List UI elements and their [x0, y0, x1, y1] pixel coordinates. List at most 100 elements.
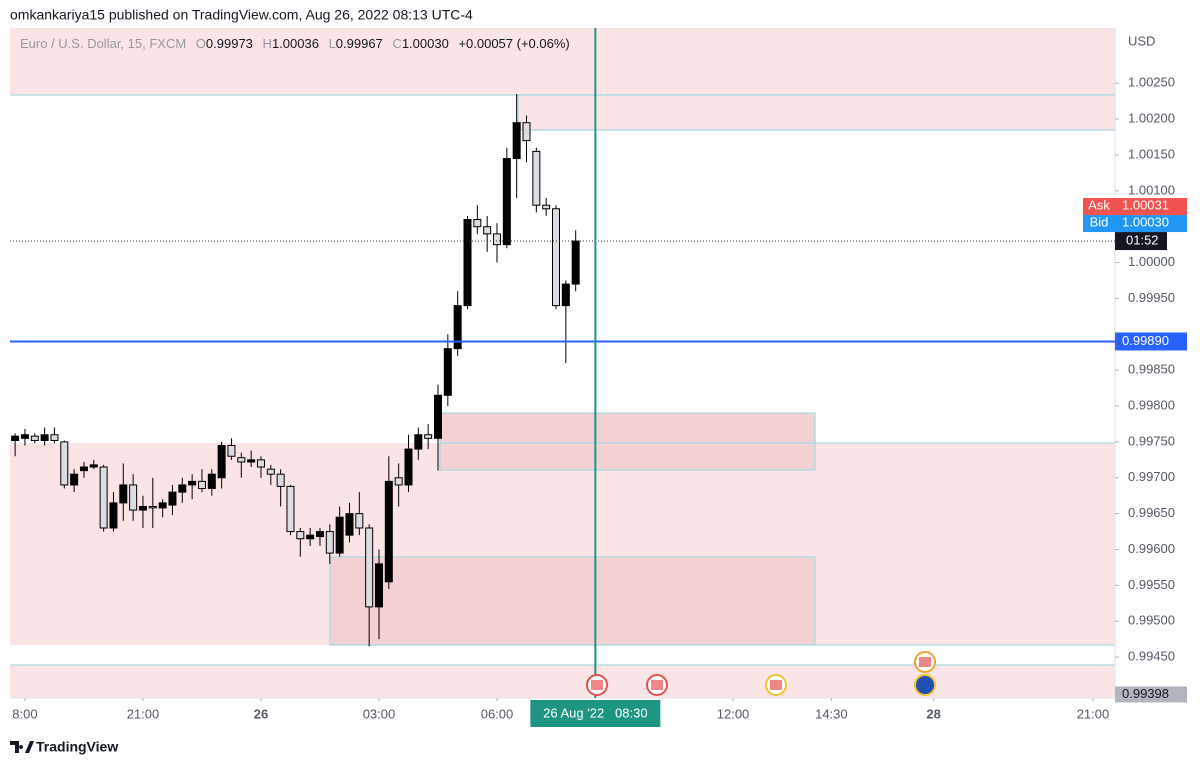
low-marker-box — [1115, 686, 1187, 703]
candle-body — [79, 466, 88, 472]
candle-body — [119, 484, 128, 504]
countdown-box — [1115, 232, 1167, 251]
x-tick-label: 21:00 — [127, 706, 160, 721]
ask-price-box — [1115, 198, 1187, 216]
candle-body — [11, 435, 20, 441]
candle-body — [276, 473, 285, 487]
candle-body — [453, 305, 462, 350]
x-tick-label: 14:30 — [815, 706, 848, 721]
candle-body — [414, 434, 423, 450]
candle-body — [237, 457, 246, 463]
x-tick-label: 21:00 — [1077, 706, 1110, 721]
y-tick-label: 0.99450 — [1128, 649, 1175, 664]
candle-body — [227, 444, 236, 457]
candle-body — [424, 434, 433, 439]
price-label: 0.99890 — [1122, 333, 1169, 348]
y-tick-label: 1.00150 — [1128, 146, 1175, 161]
candle-body — [50, 434, 59, 441]
candle-body — [473, 219, 482, 228]
symbol: Euro / U.S. Dollar, 15, FXCM — [20, 36, 186, 51]
candle-body — [188, 480, 197, 486]
candle-body — [138, 505, 147, 511]
zone — [10, 28, 1115, 95]
candle-body — [178, 484, 187, 493]
candle-body — [315, 531, 324, 538]
x-tick-label: 26 — [254, 706, 268, 721]
ohlc-key: H — [263, 36, 272, 51]
y-tick-label: 1.00000 — [1128, 254, 1175, 269]
ohlc-value: 0.99967 — [336, 36, 383, 51]
crosshair-label-box — [530, 700, 661, 727]
currency: USD — [1128, 33, 1155, 48]
change: +0.00057 (+0.06%) — [458, 36, 569, 51]
ask-tag-box — [1083, 198, 1115, 216]
candle-body — [296, 531, 305, 540]
candle-body — [365, 527, 374, 608]
candle-body — [384, 480, 393, 583]
candle-body — [168, 491, 177, 506]
y-tick-label: 0.99750 — [1128, 433, 1175, 448]
candle-body — [443, 348, 452, 396]
candle-body — [463, 219, 472, 307]
ohlc-key: L — [329, 36, 336, 51]
candle-body — [148, 505, 157, 509]
candle-body — [493, 233, 502, 246]
bid-tag-box — [1083, 215, 1115, 233]
candle-body — [355, 513, 364, 529]
x-tick-label: 06:00 — [481, 706, 514, 721]
zones — [10, 28, 1116, 698]
candle-body — [60, 441, 69, 486]
candle-body — [483, 226, 492, 235]
ask-tag: Ask — [1088, 197, 1110, 212]
bid-price-box — [1115, 215, 1187, 233]
y-tick-label: 0.99950 — [1128, 290, 1175, 305]
countdown: 01:52 — [1126, 232, 1159, 247]
ohlc-key: C — [392, 36, 401, 51]
candle-body — [99, 466, 108, 529]
publish-header: omkankariya15 published on TradingView.c… — [10, 7, 473, 23]
legend: Euro / U.S. Dollar, 15, FXCM O0.99973 H 1… — [20, 36, 570, 51]
x-tick-label: 28 — [926, 706, 940, 721]
candle-body — [532, 150, 541, 206]
candle-body — [374, 563, 383, 608]
candle-body — [30, 435, 39, 441]
candle-body — [217, 444, 226, 479]
candle-body — [542, 204, 551, 210]
y-tick-label: 0.99550 — [1128, 577, 1175, 592]
ask-price: 1.00031 — [1122, 197, 1169, 212]
bid-tag: Bid — [1090, 214, 1109, 229]
candle-body — [306, 534, 315, 540]
zone — [517, 94, 1116, 131]
zone — [329, 556, 816, 646]
candle-body — [129, 484, 138, 511]
candles — [11, 93, 580, 647]
candle-body — [325, 531, 334, 554]
y-tick-label: 0.99650 — [1128, 505, 1175, 520]
y-tick-label: 1.00100 — [1128, 182, 1175, 197]
low-marker-label: 0.99398 — [1122, 686, 1169, 701]
candle-body — [286, 485, 295, 533]
candle-body — [70, 473, 79, 486]
y-tick-label: 1.00250 — [1128, 75, 1175, 90]
candle-body — [158, 502, 167, 509]
ohlc-value: 0.99973 — [206, 36, 253, 51]
ohlc-value: 1.00030 — [402, 36, 449, 51]
crosshair-label: 26 Aug '22 08:30 — [543, 705, 647, 720]
candle-body — [404, 448, 413, 486]
x-tick-label: 12:00 — [717, 706, 750, 721]
candle-body — [247, 459, 256, 463]
candle-body — [266, 468, 275, 475]
y-tick-label: 0.99850 — [1128, 362, 1175, 377]
ohlc-key: O — [196, 36, 206, 51]
flag — [919, 657, 931, 667]
candle-body — [345, 513, 354, 536]
candle-body — [394, 477, 403, 486]
logo — [10, 741, 34, 753]
candle-body — [40, 434, 49, 441]
brand-name: TradingView — [36, 739, 118, 755]
candle-body — [552, 208, 561, 307]
event-icon[interactable] — [914, 674, 936, 696]
event-icons — [586, 651, 936, 696]
x-tick-label: 8:00 — [12, 706, 37, 721]
